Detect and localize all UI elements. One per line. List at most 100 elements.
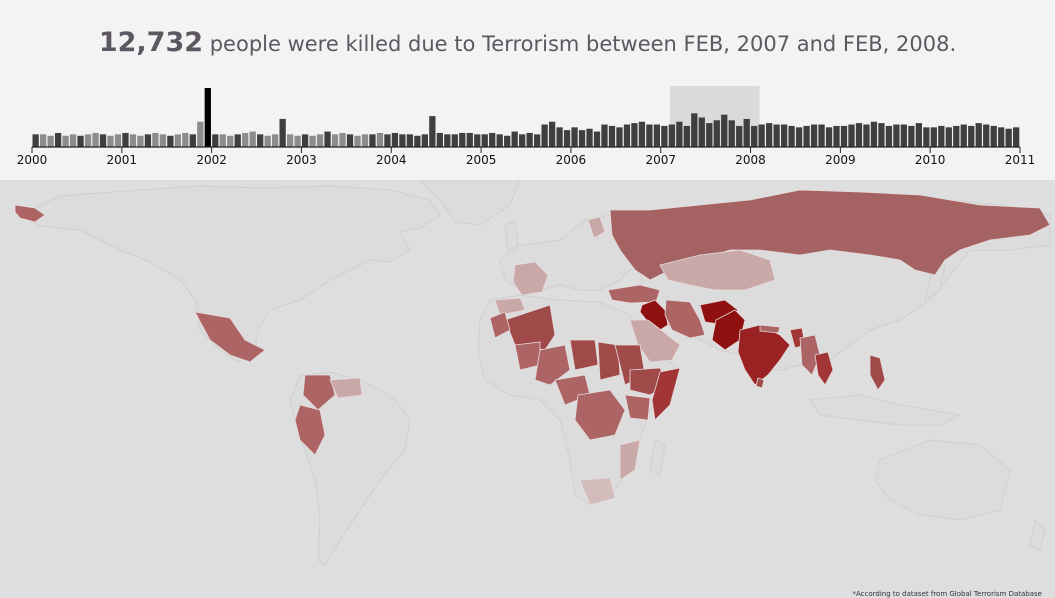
timeline-bar[interactable] — [99, 134, 107, 147]
timeline-bar[interactable] — [54, 132, 62, 147]
timeline-bar[interactable] — [286, 134, 294, 147]
timeline-bar[interactable] — [960, 124, 967, 147]
timeline-bar[interactable] — [631, 123, 638, 147]
timeline-bar[interactable] — [264, 135, 271, 147]
timeline-bar[interactable] — [32, 134, 39, 147]
timeline-bar[interactable] — [863, 124, 870, 147]
timeline-bar[interactable] — [885, 125, 893, 147]
timeline-bar[interactable] — [908, 125, 915, 147]
timeline-bar[interactable] — [938, 125, 945, 147]
timeline-bar[interactable] — [990, 125, 997, 147]
timeline-bar[interactable] — [361, 134, 369, 147]
timeline-bar[interactable] — [481, 134, 488, 147]
timeline-bar[interactable] — [751, 125, 758, 147]
timeline-bar[interactable] — [706, 123, 713, 147]
timeline-bar[interactable] — [242, 132, 249, 147]
timeline-bar[interactable] — [855, 123, 863, 147]
timeline-bar[interactable] — [646, 124, 653, 147]
timeline-bar[interactable] — [436, 132, 443, 147]
timeline-bar[interactable] — [833, 125, 840, 147]
timeline-bar[interactable] — [736, 125, 743, 147]
timeline-bar[interactable] — [915, 123, 922, 147]
timeline-bar[interactable] — [174, 134, 181, 147]
timeline-bar[interactable] — [114, 134, 122, 147]
timeline-bar[interactable] — [331, 134, 339, 147]
timeline-bar[interactable] — [900, 124, 908, 147]
timeline-bar[interactable] — [489, 132, 496, 147]
timeline-bar[interactable] — [683, 125, 690, 147]
timeline-bar[interactable] — [548, 121, 556, 147]
timeline-bar[interactable] — [953, 125, 960, 147]
timeline-bar[interactable] — [825, 127, 833, 147]
timeline-bar[interactable] — [182, 132, 189, 147]
timeline[interactable]: 2000 2001 2002 2003 2004 2005 2006 2007 2008 2009… — [0, 86, 1055, 180]
timeline-bar[interactable] — [743, 118, 750, 147]
timeline-bar[interactable] — [474, 134, 481, 147]
timeline-bar[interactable] — [519, 134, 526, 147]
timeline-bar[interactable] — [571, 127, 578, 147]
timeline-bar[interactable] — [638, 121, 646, 147]
timeline-bar[interactable] — [721, 114, 728, 147]
timeline-bar[interactable] — [272, 134, 279, 147]
timeline-bar[interactable] — [466, 132, 473, 147]
timeline-bar[interactable] — [129, 134, 137, 147]
timeline-bar[interactable] — [840, 125, 848, 147]
timeline-bar[interactable] — [556, 127, 563, 147]
timeline-bar[interactable] — [249, 131, 256, 147]
timeline-bar[interactable] — [758, 124, 765, 147]
timeline-bar[interactable] — [698, 117, 705, 148]
timeline-bar[interactable] — [496, 134, 503, 147]
timeline-bar[interactable] — [788, 125, 795, 147]
timeline-bar[interactable] — [661, 125, 668, 147]
timeline-bar[interactable] — [279, 118, 286, 147]
timeline-bar[interactable] — [459, 132, 466, 147]
timeline-bar[interactable] — [346, 134, 354, 147]
timeline-bar[interactable] — [945, 127, 952, 147]
timeline-bar[interactable] — [586, 128, 593, 147]
timeline-bar[interactable] — [219, 134, 226, 147]
timeline-bar[interactable] — [930, 127, 937, 147]
timeline-bar[interactable] — [983, 124, 990, 147]
timeline-bar[interactable] — [998, 127, 1005, 147]
timeline-bar[interactable] — [391, 132, 399, 147]
timeline-bar[interactable] — [152, 132, 159, 147]
timeline-bar[interactable] — [301, 134, 309, 147]
timeline-bar[interactable] — [593, 131, 601, 147]
timeline-bar[interactable] — [204, 88, 211, 147]
timeline-bar[interactable] — [803, 125, 810, 147]
timeline-bar[interactable] — [691, 113, 698, 147]
timeline-bar[interactable] — [429, 116, 436, 147]
timeline-bar[interactable] — [234, 134, 241, 147]
timeline-bar[interactable] — [766, 123, 773, 147]
timeline-bar[interactable] — [511, 131, 518, 147]
timeline-chart[interactable]: 2000 2001 2002 2003 2004 2005 2006 2007 2008 2009… — [0, 86, 1055, 180]
timeline-bar[interactable] — [384, 134, 391, 147]
timeline-bar[interactable] — [421, 134, 428, 147]
timeline-bar[interactable] — [616, 127, 623, 147]
timeline-bar[interactable] — [975, 123, 982, 147]
timeline-bar[interactable] — [893, 124, 900, 147]
world-map[interactable]: *According to dataset from Global Terror… — [0, 180, 1055, 598]
timeline-bar[interactable] — [92, 132, 99, 147]
timeline-bar[interactable] — [848, 124, 855, 147]
timeline-bar[interactable] — [257, 134, 264, 147]
timeline-bar[interactable] — [504, 135, 511, 147]
timeline-bar[interactable] — [878, 123, 885, 147]
timeline-bar[interactable] — [541, 124, 548, 147]
timeline-bar[interactable] — [406, 134, 414, 147]
timeline-bar[interactable] — [728, 120, 735, 147]
timeline-bar[interactable] — [189, 134, 196, 147]
timeline-bar[interactable] — [376, 132, 384, 147]
timeline-bar[interactable] — [122, 132, 129, 147]
timeline-bar[interactable] — [668, 124, 675, 147]
timeline-bar[interactable] — [316, 134, 324, 147]
country-layer[interactable] — [14, 189, 1051, 506]
timeline-bar[interactable] — [451, 134, 458, 147]
timeline-bar[interactable] — [713, 120, 720, 147]
timeline-bar[interactable] — [197, 121, 204, 147]
timeline-bar[interactable] — [414, 135, 421, 147]
timeline-bar[interactable] — [324, 131, 331, 147]
timeline-bar[interactable] — [309, 135, 316, 147]
timeline-bar[interactable] — [77, 135, 84, 147]
timeline-bar[interactable] — [137, 135, 144, 147]
